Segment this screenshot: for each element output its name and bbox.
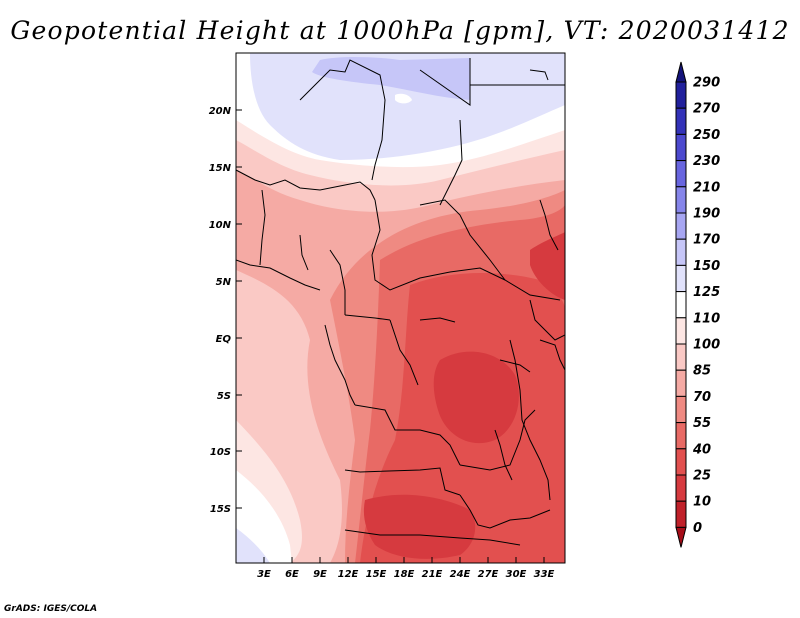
colorbar: 0 10 25 40 55 70 85 100 110 125 150 170 190 210 230 250… xyxy=(675,61,720,548)
colorbar-segment xyxy=(675,107,687,135)
colorbar-label: 85 xyxy=(693,364,711,379)
colorbar-segment xyxy=(675,212,687,240)
colorbar-segment xyxy=(675,81,687,109)
colorbar-label: 55 xyxy=(693,416,711,431)
colorbar-bottom-triangle xyxy=(675,526,687,548)
colorbar-label: 190 xyxy=(693,207,720,222)
colorbar-segment xyxy=(675,238,687,266)
lat-label: 5S xyxy=(217,391,231,402)
lon-label: 24E xyxy=(450,569,471,580)
colorbar-label: 150 xyxy=(693,259,720,274)
colorbar-top-triangle xyxy=(675,61,687,83)
map-frame xyxy=(235,52,566,564)
colorbar-label: 110 xyxy=(693,311,720,326)
colorbar-segment xyxy=(675,343,687,371)
colorbar-segment xyxy=(675,448,687,476)
colorbar-segment xyxy=(675,264,687,293)
colorbar-label: 290 xyxy=(693,76,720,91)
colorbar-segment xyxy=(675,160,687,188)
colorbar-segment xyxy=(675,291,687,319)
colorbar-segment xyxy=(675,422,687,450)
lat-label: EQ xyxy=(216,334,232,345)
colorbar-label: 40 xyxy=(692,442,711,457)
colorbar-segment xyxy=(675,395,687,424)
colorbar-segment xyxy=(675,369,687,397)
lat-label: 20N xyxy=(209,106,232,117)
lon-label: 27E xyxy=(478,569,499,580)
country-borders xyxy=(236,58,565,546)
colorbar-label: 170 xyxy=(693,233,720,248)
colorbar-segment xyxy=(675,474,687,502)
colorbar-segment xyxy=(675,133,687,162)
lat-label: 10S xyxy=(210,447,231,458)
lon-label: 15E xyxy=(366,569,387,580)
colorbar-label: 0 xyxy=(693,521,702,536)
colorbar-label: 230 xyxy=(693,154,720,169)
latitude-axis: 20N 15N 10N 5N EQ 5S 10S 15S xyxy=(209,106,242,515)
lon-label: 21E xyxy=(422,569,443,580)
lat-label: 10N xyxy=(209,220,232,231)
longitude-axis: 3E 6E 9E 12E 15E 18E 21E 24E 27E 30E 33E xyxy=(257,557,555,580)
lon-label: 33E xyxy=(534,569,555,580)
lon-label: 3E xyxy=(257,569,271,580)
colorbar-label: 70 xyxy=(693,390,711,405)
colorbar-label: 25 xyxy=(693,469,711,484)
colorbar-segment xyxy=(675,500,687,528)
colorbar-label: 210 xyxy=(693,180,720,195)
height-field-shading xyxy=(236,53,565,563)
colorbar-label: 100 xyxy=(693,338,720,353)
grads-credit: GrADS: IGES/COLA xyxy=(4,604,98,614)
lon-label: 9E xyxy=(313,569,327,580)
lon-label: 6E xyxy=(285,569,299,580)
lon-label: 30E xyxy=(506,569,527,580)
colorbar-label: 125 xyxy=(693,285,720,300)
lon-label: 12E xyxy=(338,569,359,580)
colorbar-label: 270 xyxy=(693,102,720,117)
map-title: Geopotential Height at 1000hPa [gpm], VT… xyxy=(10,16,790,45)
colorbar-label: 250 xyxy=(693,128,720,143)
colorbar-label: 10 xyxy=(693,495,711,510)
lat-label: 15N xyxy=(209,163,232,174)
lat-label: 15S xyxy=(210,504,231,515)
lon-label: 18E xyxy=(394,569,415,580)
colorbar-segment xyxy=(675,186,687,214)
colorbar-segment xyxy=(675,317,687,345)
lat-label: 5N xyxy=(216,277,232,288)
